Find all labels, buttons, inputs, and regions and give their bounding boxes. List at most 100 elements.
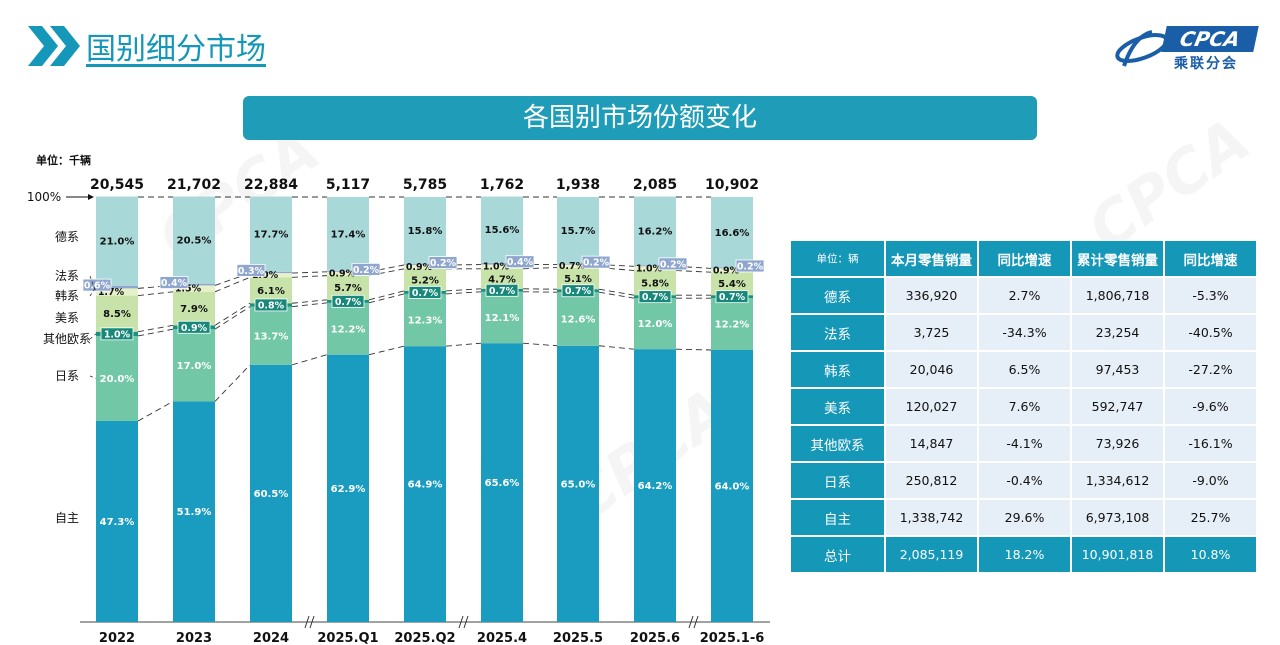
value-label: 15.7% [561, 226, 596, 237]
value-label-box [428, 256, 458, 269]
value-label: 51.9% [177, 507, 212, 518]
value-label: 1.5% [175, 284, 202, 295]
connector-line [368, 293, 405, 304]
value-label: 0.9% [181, 323, 208, 334]
value-label: 0.3% [238, 266, 265, 277]
connector-line [522, 267, 558, 270]
value-label: 0.7% [559, 261, 586, 272]
table-cell: 7.6% [979, 389, 1070, 424]
bar-segment [481, 291, 523, 344]
connector-line [291, 271, 328, 274]
table-cell: 97,453 [1072, 352, 1163, 387]
value-label: 13.7% [254, 331, 289, 342]
percent-axis-label: 100% [27, 190, 61, 204]
table-cell: -0.4% [979, 463, 1070, 498]
bar-segment [96, 285, 138, 289]
table-cell: 18.2% [979, 537, 1070, 572]
bar-segment [481, 264, 523, 269]
bar-segment [173, 196, 215, 284]
legend-label: 其他欧系 [43, 332, 91, 346]
connector-line [137, 401, 174, 422]
value-label: 12.3% [408, 316, 443, 327]
bar-segment [634, 298, 676, 350]
bar-segment [404, 268, 446, 291]
value-label-box [351, 262, 381, 276]
bar-segment [711, 298, 753, 350]
table-cell: -9.0% [1165, 463, 1256, 498]
value-label: 0.2% [583, 258, 610, 269]
table-cell: -40.5% [1165, 315, 1256, 350]
stacked-bar-chart: 47.3% 20.0% 1.0% 8.5% 1.7%0.6% 21.0% 20,545 202… [27, 177, 770, 645]
bar-segment [96, 196, 138, 286]
table-header-cell: 本月零售销量 [886, 241, 977, 276]
bar-segment [173, 401, 215, 622]
value-label: 0.8% [258, 300, 285, 311]
value-label: 12.0% [638, 319, 673, 330]
table-cell: 1,338,742 [886, 500, 977, 535]
bar-segment [634, 196, 676, 266]
value-label: 12.6% [561, 314, 596, 325]
connector-line [598, 345, 635, 350]
bar-segment [404, 346, 446, 622]
table-cell: 1,334,612 [1072, 463, 1163, 498]
value-label-box [236, 264, 266, 277]
category-label: 2023 [176, 631, 212, 645]
bar-segment [327, 302, 369, 355]
connector-line [598, 291, 635, 299]
table-total-row: 总计 2,085,119 18.2% 10,901,818 10.8% [791, 537, 1256, 572]
category-label: 2025.5 [553, 631, 603, 645]
value-label: 0.7% [489, 286, 516, 297]
bar-segment [96, 288, 138, 296]
value-label-box [331, 294, 365, 308]
connector-line [675, 348, 712, 351]
table-row-label: 法系 [791, 315, 884, 350]
table-cell: -27.2% [1165, 352, 1256, 387]
value-label: 21.0% [100, 237, 135, 248]
table-header-cell: 累计零售销量 [1072, 241, 1163, 276]
table-cell: 120,027 [886, 389, 977, 424]
bar-total-label: 20,545 [90, 177, 144, 193]
bar-segment [327, 354, 369, 622]
value-label: 0.2% [737, 261, 764, 272]
table-cell: 73,926 [1072, 426, 1163, 461]
table-cell: 14,847 [886, 426, 977, 461]
bar-segment [327, 270, 369, 272]
value-label: 0.9% [406, 262, 433, 273]
value-label: 1.7% [98, 287, 125, 298]
bar-segment [481, 343, 523, 622]
value-label: 8.5% [103, 309, 131, 320]
axis-break-mark [463, 615, 469, 629]
value-label-box [658, 257, 688, 271]
bar-segment [711, 197, 753, 268]
legend-label: 自主 [55, 511, 79, 525]
legend-label: 德系 [55, 229, 79, 244]
bar-total-label: 5,785 [403, 177, 447, 193]
axis-break-mark [688, 615, 694, 629]
value-label: 0.7% [719, 292, 746, 303]
value-label: 0.9% [713, 265, 740, 276]
table-unit-header: 单位：辆 [791, 241, 884, 276]
table-cell: -5.3% [1165, 278, 1256, 313]
bar-segment [634, 349, 676, 622]
bar-total-label: 1,938 [556, 177, 600, 193]
table-row: 自主 1,338,742 29.6% 6,973,108 25.7% [791, 500, 1256, 535]
value-label-box [408, 286, 442, 299]
bar-total-label: 5,117 [326, 177, 370, 193]
page-title: 国别细分市场 [86, 32, 266, 67]
connector-line [291, 302, 328, 308]
value-label: 17.0% [177, 361, 212, 372]
value-label: 12.2% [715, 320, 750, 331]
value-label: 65.6% [485, 478, 520, 489]
legend-leader [89, 275, 97, 293]
bar-segment [404, 197, 446, 265]
bar-total-label: 21,702 [167, 177, 221, 193]
table-cell: 10.8% [1165, 537, 1256, 572]
table-cell: -16.1% [1165, 426, 1256, 461]
value-label-box [638, 290, 672, 304]
value-label: 0.7% [412, 288, 439, 299]
value-label: 0.7% [642, 292, 669, 303]
connector-line [445, 291, 482, 295]
value-label: 0.9% [329, 269, 356, 280]
value-label: 20.0% [100, 374, 135, 385]
category-label: 2025.Q2 [394, 631, 455, 645]
